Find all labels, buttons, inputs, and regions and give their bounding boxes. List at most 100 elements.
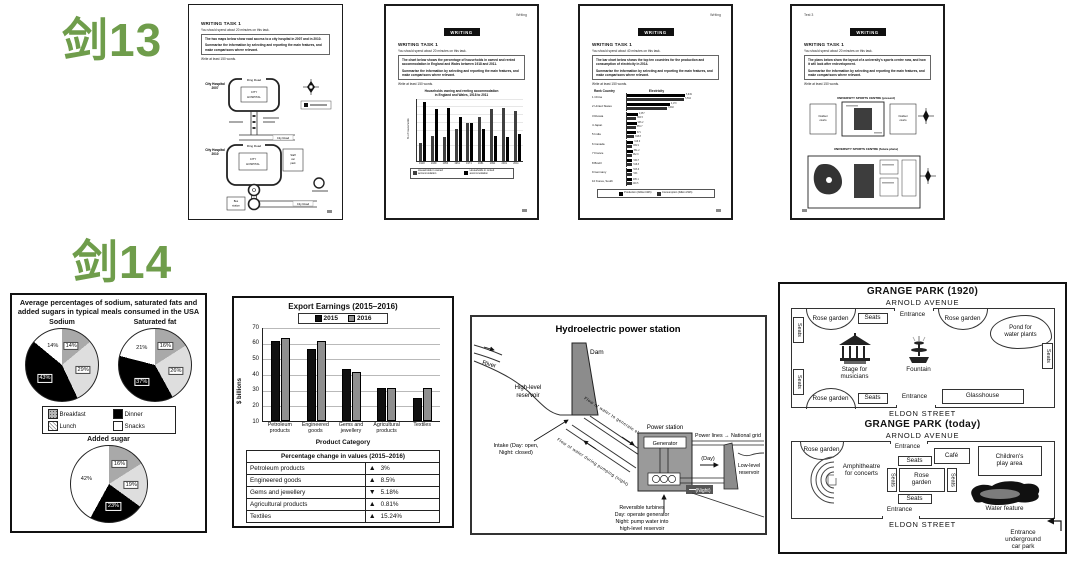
product-name-cell: Gems and jewellery (246, 486, 366, 499)
svg-text:Power station: Power station (647, 425, 683, 431)
amphitheatre-label: Amphitheatre for concerts (833, 463, 890, 478)
prompt-line: Summarise the information by selecting a… (402, 68, 519, 78)
legend-item: Consumption (billion kWh) (656, 192, 692, 196)
breakfast-swatch (47, 409, 58, 420)
amphitheatre-icon (810, 456, 836, 504)
task-prompt-box: The bar chart below shows the top ten co… (592, 55, 719, 81)
change-cell: ▲ 15.24% (364, 510, 441, 523)
x-category-label: Textiles (413, 422, 431, 428)
water-feature-icon (970, 481, 1039, 505)
owned-bar (466, 122, 470, 161)
production-bar (627, 140, 634, 144)
pie-slice-value: 42% (80, 475, 93, 482)
page-content: WRITING TASK 1 You should spend about 20… (189, 5, 342, 219)
consumption-bar (627, 163, 633, 167)
plot-area (262, 328, 440, 422)
bar-line: 561.2 (627, 150, 719, 154)
x-tick-label: 2001 (501, 161, 508, 165)
running-head: Writing (710, 13, 721, 17)
production-bar (627, 168, 633, 172)
entrance-label: Entrance (901, 393, 928, 400)
legend-swatch (618, 191, 623, 196)
country-bars: 561.2 462.9 (626, 149, 719, 159)
export-earnings-panel: Export Earnings (2015–2016) 2015 2016 $ … (232, 296, 454, 528)
figure-title: Average percentages of sodium, saturated… (19, 298, 198, 307)
bar-2015 (377, 388, 387, 421)
country-label: 10 Korea, South (592, 179, 613, 184)
rented-bar (517, 134, 521, 161)
svg-text:Ring Road: Ring Road (247, 78, 262, 82)
seats-box: Seats (897, 494, 932, 504)
writing-task-heading: WRITING TASK 1 (592, 42, 632, 47)
legend-label: Production (billion kWh) (624, 191, 652, 195)
country-label: 5 India (592, 132, 601, 137)
arnold-avenue-label: ARNOLD AVENUE (885, 298, 960, 307)
country-bars: 5,649 5,564 (626, 92, 719, 102)
page-content: Writing WRITING WRITING TASK 1 You shoul… (386, 6, 537, 218)
x-axis-labels: 1918 1939 1953 1961 1971 1981 1991 2001 2011 (416, 162, 522, 165)
pond-label: water plants (1004, 332, 1037, 338)
production-bar (627, 150, 633, 154)
bar-2015 (306, 348, 316, 421)
seats-box: Seats (886, 468, 897, 492)
country-bars: 526.6 533 (626, 167, 719, 177)
country-row: 5 India 871 698.8 (592, 130, 719, 140)
bar-value: 936.2 (637, 122, 644, 125)
rose-garden-label: Rose (812, 394, 828, 402)
grange-park-panel: GRANGE PARK (1920) ARNOLD AVENUE Seats R… (778, 282, 1067, 554)
percent-value: 3% (380, 465, 390, 472)
country-row: 3 Russia 1,057 890.5 (592, 111, 719, 121)
saturated-fat-pie-chart: 16% 26% 37% 21% (118, 328, 192, 403)
task-intro: You should spend about 20 minutes on thi… (398, 49, 467, 53)
prompt-line: The plans below show the layout of a uni… (808, 58, 926, 67)
fountain-label: Fountain (906, 366, 931, 373)
glasshouse-box: Glasshouse (941, 389, 1024, 404)
rose-garden: Rose garden (805, 309, 856, 330)
bar-rows: 1 China 5,649 5,564 2 United States 4,170 3,9… (592, 92, 719, 187)
up-arrow-icon: ▲ (368, 513, 376, 520)
low-dam-shape (723, 442, 739, 490)
chart-column-headers: Rank Country Electricity (592, 89, 719, 93)
task-note: Write at least 150 words. (201, 57, 237, 62)
svg-text:Outdoor: Outdoor (818, 114, 828, 118)
gridline (263, 343, 440, 345)
svg-text:Flow of water during pumping (: Flow of water during pumping (night) (556, 437, 630, 487)
bar-line: 618.9 (627, 140, 719, 144)
legend-item: Lunch (47, 421, 105, 432)
page-number-smudge (802, 209, 807, 212)
bar-2016 (316, 341, 326, 421)
legend-swatch (412, 171, 417, 176)
bar-line: 936.2 (627, 121, 719, 125)
production-bar (627, 121, 637, 125)
section-label-jian14: 剑14 (72, 236, 173, 288)
bar-group (454, 116, 462, 161)
country-label: 8 Brazil (592, 160, 602, 165)
production-bar (627, 159, 633, 163)
svg-text:Ring Road: Ring Road (247, 144, 262, 148)
svg-text:HOSPITAL: HOSPITAL (246, 162, 260, 166)
owned-bar (454, 128, 458, 161)
map-title-today: GRANGE PARK (today) (864, 419, 981, 430)
x-tick-label: 1953 (442, 161, 449, 165)
gridline (263, 359, 440, 360)
prompt-line: Summarise the information by selecting a… (205, 43, 322, 52)
x-tick-label: 1939 (430, 161, 437, 165)
entrance-label: Entrance (886, 506, 913, 513)
seats-box: Seats (857, 313, 888, 324)
production-bar (627, 103, 670, 107)
stage-label: Stage for musicians (840, 366, 869, 380)
svg-text:City Road: City Road (297, 202, 310, 206)
x-category-label: Petroleum products (267, 422, 292, 434)
legend-item: 2015 (314, 315, 338, 322)
percent-value: 0.81% (380, 501, 399, 508)
eldon-street-label: ELDON STREET (888, 520, 957, 529)
gridline (263, 328, 440, 329)
page-thumbnail-electricity-chart: Writing WRITING WRITING TASK 1 You shoul… (578, 4, 733, 220)
rose-garden: Rose garden (937, 309, 988, 330)
pie-slice-value: 21% (136, 345, 148, 352)
y-tick-label: 20 (252, 402, 259, 409)
writing-task-heading: WRITING TASK 1 (201, 21, 241, 26)
x-category-label: Agricultural products (373, 422, 400, 434)
pie-title: Saturated fat (133, 319, 177, 327)
up-arrow-icon: ▲ (368, 501, 376, 508)
